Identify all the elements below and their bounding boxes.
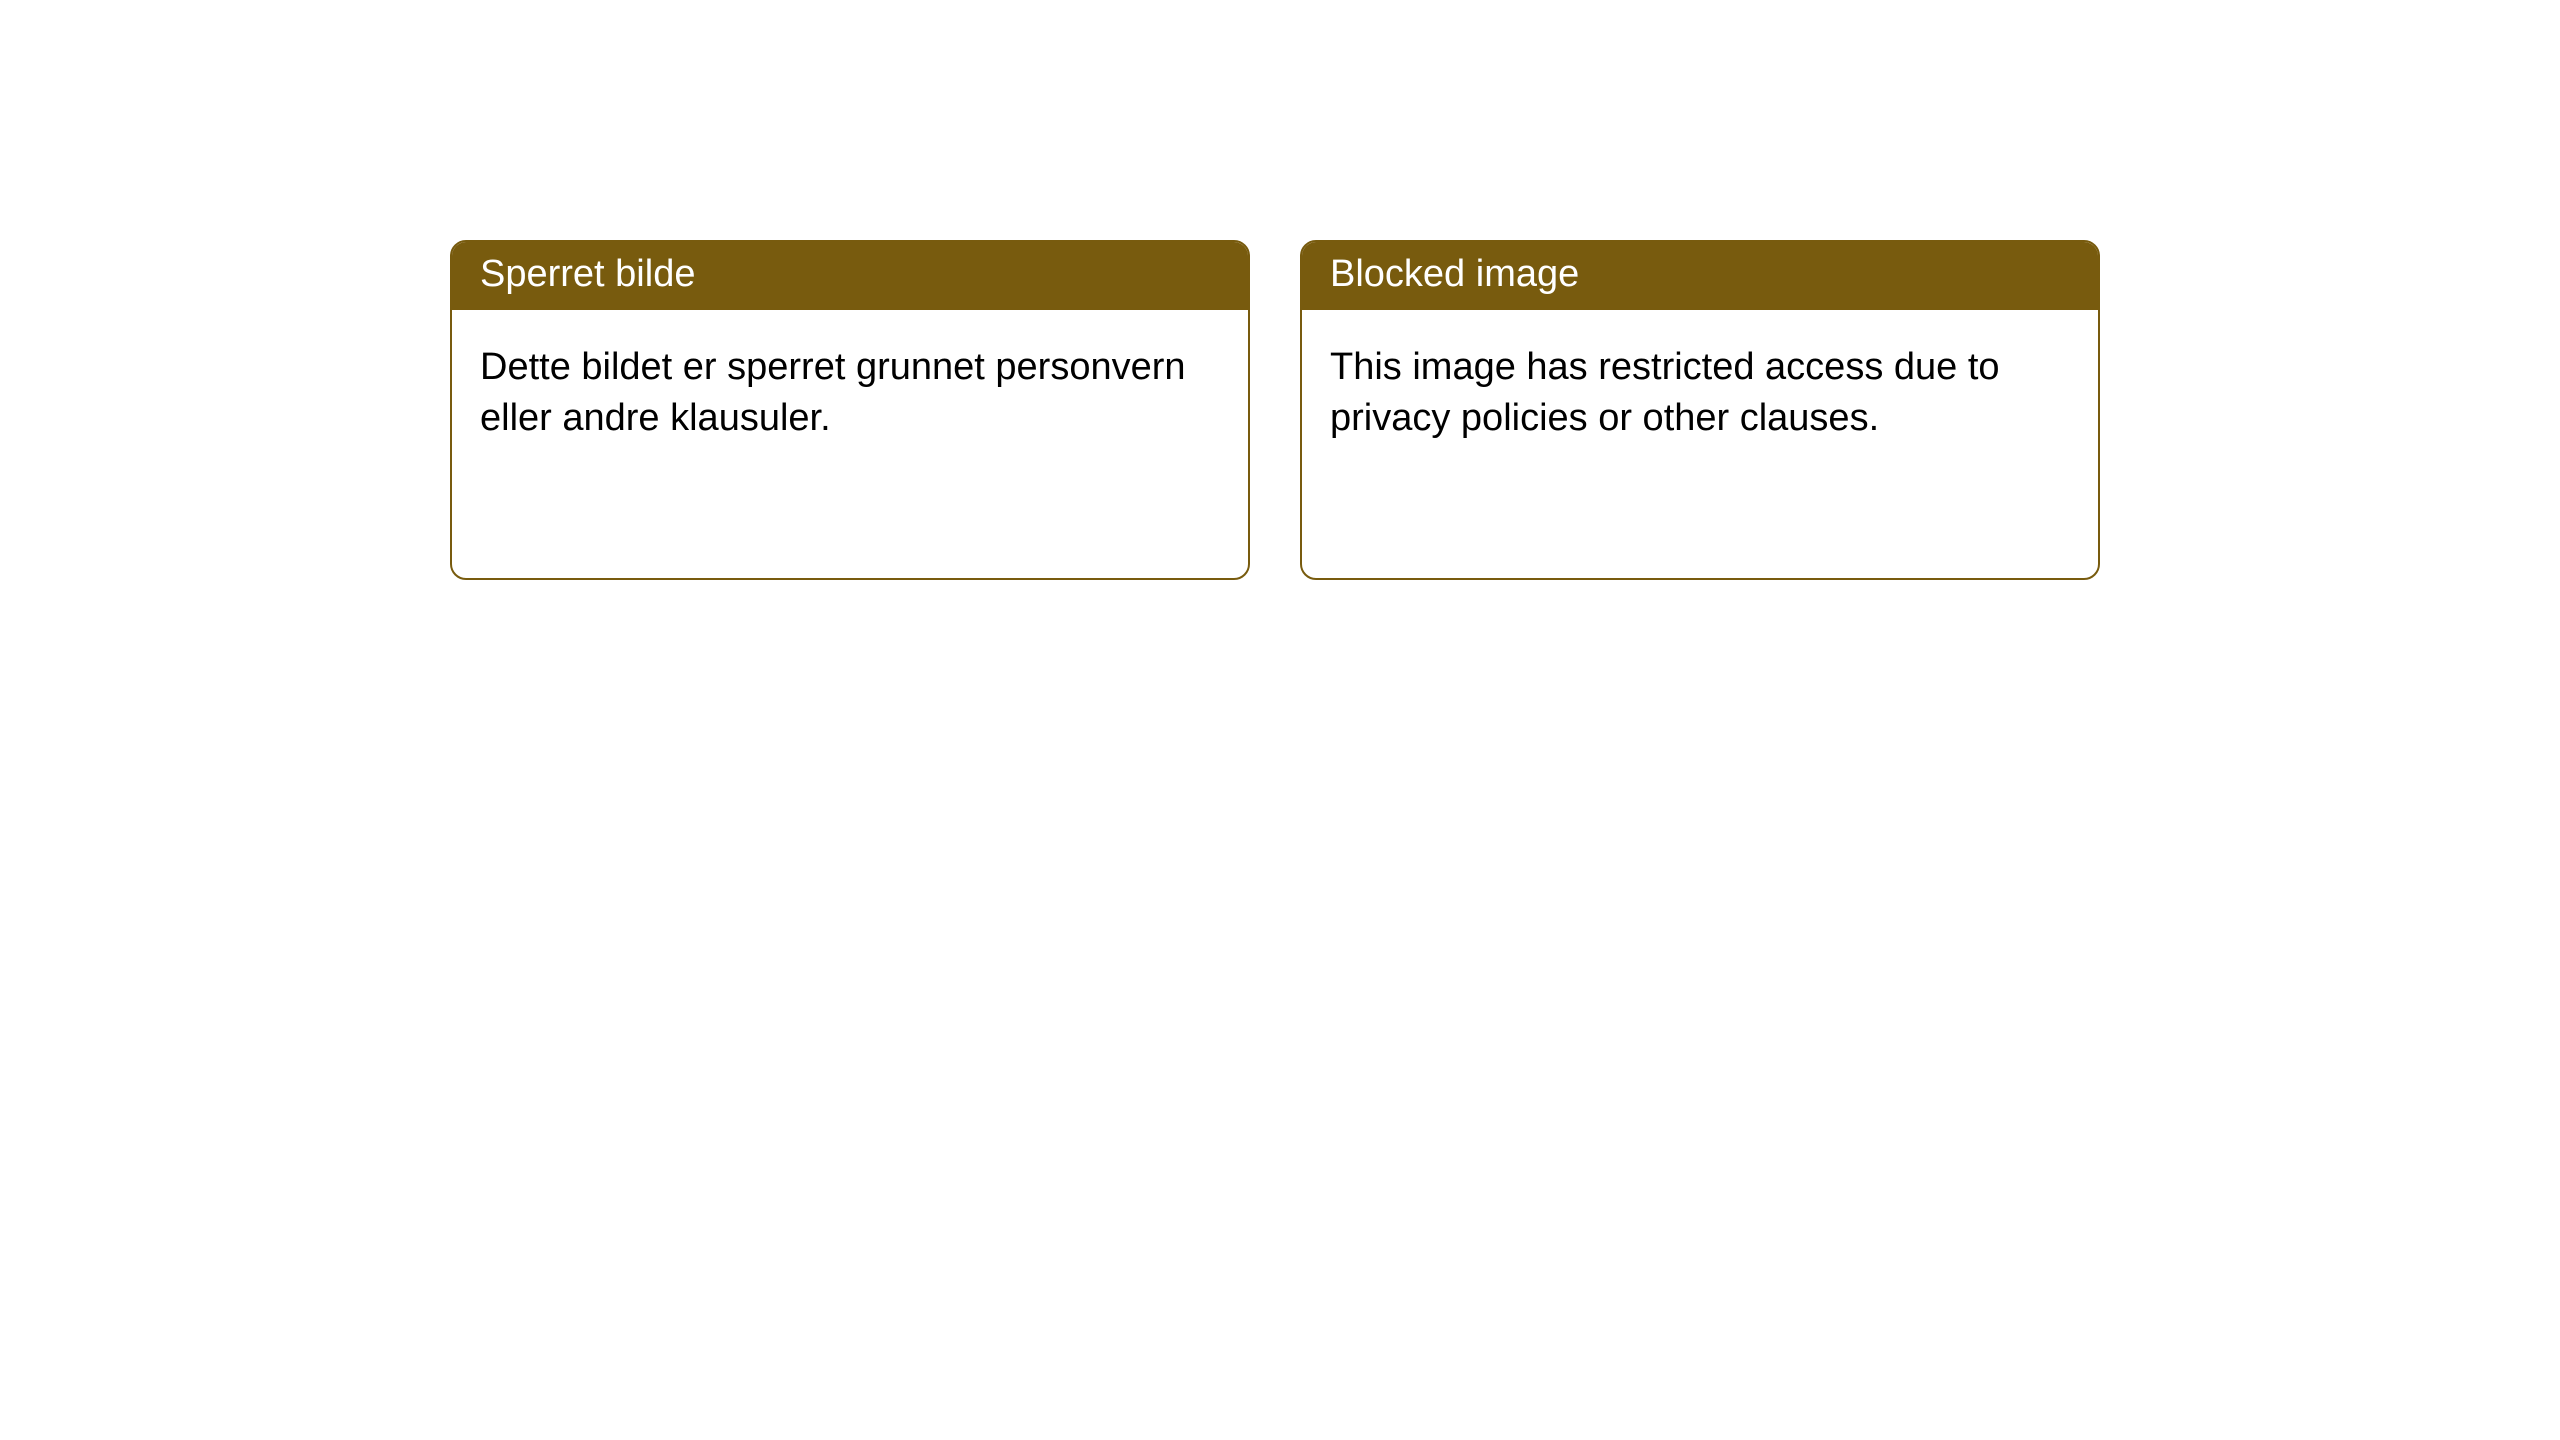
notice-card-body: Dette bildet er sperret grunnet personve… xyxy=(452,310,1248,477)
notice-card-body: This image has restricted access due to … xyxy=(1302,310,2098,477)
blocked-image-notice-container: Sperret bilde Dette bildet er sperret gr… xyxy=(450,240,2100,580)
notice-card-norwegian: Sperret bilde Dette bildet er sperret gr… xyxy=(450,240,1250,580)
notice-card-title: Blocked image xyxy=(1302,242,2098,310)
notice-card-title: Sperret bilde xyxy=(452,242,1248,310)
notice-card-english: Blocked image This image has restricted … xyxy=(1300,240,2100,580)
